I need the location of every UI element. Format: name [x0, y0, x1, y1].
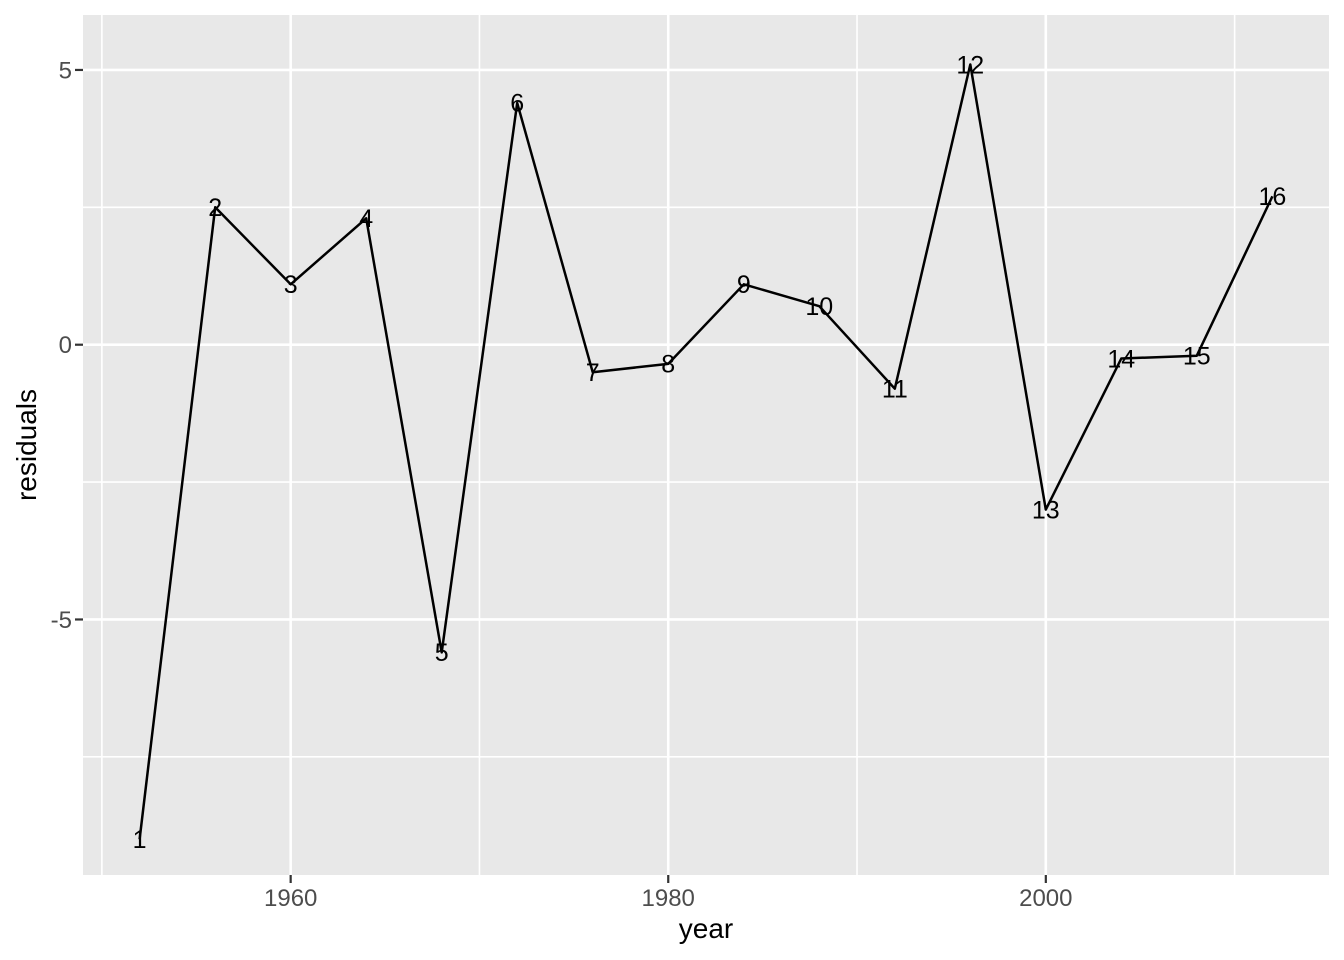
data-point-label: 15	[1183, 342, 1211, 370]
data-point-label: 4	[359, 205, 373, 233]
y-tick-label: 0	[59, 332, 72, 359]
data-point-label: 5	[435, 639, 449, 667]
data-point-label: 12	[956, 51, 984, 79]
data-point-label: 10	[805, 293, 833, 321]
y-tick-label: -5	[51, 607, 72, 634]
data-point-label: 13	[1032, 496, 1060, 524]
data-point-label: 3	[284, 271, 298, 299]
y-axis-title: residuals	[11, 389, 42, 501]
x-tick-label: 1980	[642, 885, 695, 912]
data-point-label: 14	[1107, 345, 1135, 373]
major-gridlines	[83, 15, 1329, 875]
x-tick-label: 2000	[1019, 885, 1072, 912]
axis-tick-marks	[75, 68, 1047, 883]
data-point-label: 2	[208, 194, 222, 222]
data-point-label: 6	[510, 90, 524, 118]
axis-tick-labels: 1960 1980 2000 -5 0 5	[51, 57, 1073, 912]
data-point-label: 8	[661, 351, 675, 379]
y-tick-label: 5	[59, 57, 72, 84]
x-axis-title: year	[679, 913, 733, 944]
data-point-label: 11	[882, 375, 908, 403]
data-point-label: 9	[737, 271, 751, 299]
residuals-line	[138, 63, 1274, 840]
data-point-label: 7	[586, 359, 600, 387]
data-point-label: 1	[133, 826, 147, 854]
x-tick-label: 1960	[264, 885, 317, 912]
data-series	[138, 63, 1274, 840]
data-point-label: 16	[1258, 183, 1286, 211]
plot-panel	[83, 15, 1329, 875]
